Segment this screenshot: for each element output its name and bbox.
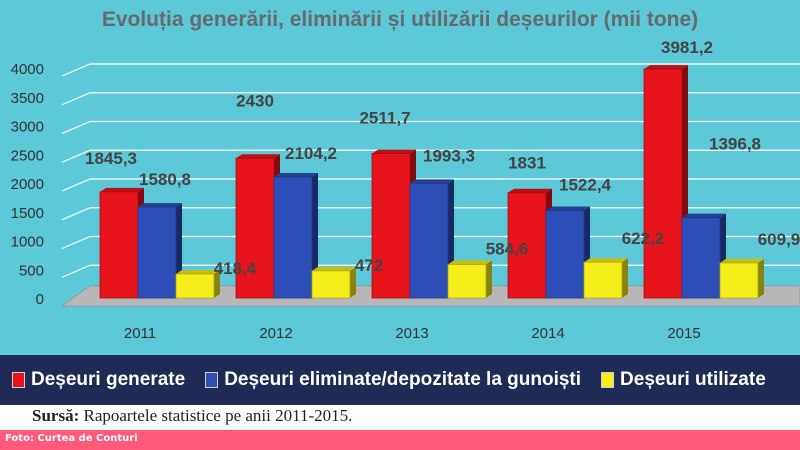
gridline bbox=[61, 264, 91, 278]
bar-top bbox=[508, 188, 552, 193]
bar-top bbox=[312, 266, 356, 271]
bar-top bbox=[546, 206, 590, 211]
chart-title: Evoluția generării, eliminării și utiliz… bbox=[102, 8, 698, 31]
data-label: 609,9 bbox=[758, 230, 800, 249]
legend-swatch bbox=[601, 372, 615, 388]
y-tick-label: 4000 bbox=[11, 61, 44, 78]
data-label: 3981,2 bbox=[661, 38, 713, 57]
source-note: Sursă: Rapoartele statistice pe anii 201… bbox=[32, 406, 352, 426]
legend: Deșeuri generate Deșeuri eliminate/depozi… bbox=[0, 355, 800, 405]
bar-2013-series-3 bbox=[447, 263, 487, 299]
bar-2015-series-3 bbox=[719, 262, 759, 299]
bar-2012-series-3 bbox=[311, 270, 351, 299]
bar-top bbox=[236, 154, 280, 159]
legend-label: Deșeuri generate bbox=[31, 369, 186, 390]
bar-top bbox=[720, 258, 764, 263]
bar-2014-series-3 bbox=[583, 261, 623, 299]
y-tick-label: 1000 bbox=[11, 234, 44, 251]
y-tick-label: 1500 bbox=[11, 205, 44, 222]
gridline bbox=[61, 63, 91, 77]
bar-side bbox=[622, 258, 628, 298]
bar-top bbox=[584, 258, 628, 263]
bar-2011-series-1 bbox=[99, 191, 139, 299]
source-text: Rapoartele statistice pe anii 2011-2015. bbox=[83, 406, 353, 425]
legend-item: Deșeuri eliminate/depozitate la gunoiști bbox=[205, 369, 581, 391]
bar-top bbox=[410, 179, 454, 184]
x-tick-label: 2015 bbox=[667, 325, 700, 342]
data-label: 2511,7 bbox=[359, 109, 410, 128]
data-label: 1831 bbox=[508, 154, 546, 173]
legend-item: Deșeuri generate bbox=[12, 369, 185, 391]
bar-top bbox=[100, 187, 144, 192]
data-label: 622,2 bbox=[622, 229, 665, 248]
bar-2015-series-2 bbox=[681, 217, 721, 299]
data-label: 2430 bbox=[236, 91, 274, 110]
bar-2014-series-2 bbox=[545, 210, 585, 299]
data-label: 2104,2 bbox=[285, 144, 337, 163]
gridline bbox=[61, 92, 91, 106]
gridline bbox=[61, 178, 91, 192]
legend-swatch bbox=[12, 372, 25, 388]
bar-side bbox=[350, 266, 356, 298]
x-tick-label: 2011 bbox=[124, 325, 156, 342]
bar-side bbox=[312, 173, 318, 298]
legend-swatch bbox=[205, 372, 219, 388]
bar-2011-series-3 bbox=[175, 273, 215, 299]
bar-top bbox=[448, 260, 492, 265]
bar-side bbox=[758, 258, 764, 298]
data-label: 418,4 bbox=[214, 259, 257, 278]
bar-2013-series-1 bbox=[371, 153, 411, 299]
legend-label: Deșeuri utilizate bbox=[620, 369, 766, 390]
data-label: 1522,4 bbox=[559, 175, 612, 194]
bar-side bbox=[214, 269, 220, 298]
x-tick-label: 2014 bbox=[531, 325, 564, 342]
bar-2012-series-2 bbox=[273, 176, 313, 299]
bar-top bbox=[644, 65, 688, 70]
legend-label: Deșeuri eliminate/depozitate la gunoiști bbox=[224, 369, 582, 390]
x-tick-label: 2012 bbox=[259, 325, 292, 342]
data-label: 584,6 bbox=[486, 239, 529, 258]
bar-2012-series-1 bbox=[235, 157, 275, 299]
legend-item: Deșeuri utilizate bbox=[601, 369, 766, 391]
gridline bbox=[61, 149, 91, 163]
bar-side bbox=[486, 260, 492, 298]
x-tick-label: 2013 bbox=[395, 325, 428, 342]
y-tick-label: 0 bbox=[36, 291, 44, 308]
y-tick-label: 2000 bbox=[11, 176, 44, 193]
y-tick-label: 3500 bbox=[11, 90, 44, 107]
y-tick-label: 2500 bbox=[11, 147, 44, 164]
bar-top bbox=[176, 269, 220, 274]
bar-2011-series-2 bbox=[137, 206, 177, 299]
data-label: 472 bbox=[355, 256, 383, 275]
bar-top bbox=[274, 173, 318, 178]
bar-top bbox=[372, 149, 416, 154]
data-label: 1580,8 bbox=[139, 170, 191, 189]
chart-area: Evoluția generării, eliminării și utiliz… bbox=[0, 0, 800, 355]
bar-top bbox=[138, 203, 182, 208]
data-label: 1396,8 bbox=[709, 135, 761, 154]
data-label: 1845,3 bbox=[85, 149, 137, 168]
data-label: 1993,3 bbox=[423, 146, 475, 165]
source-label: Sursă: bbox=[32, 406, 80, 425]
y-tick-label: 3000 bbox=[11, 119, 44, 136]
photo-credit-bar: Foto: Curtea de Conturi bbox=[0, 430, 800, 450]
bar-top bbox=[682, 213, 726, 218]
bar-chart: Evoluția generării, eliminării și utiliz… bbox=[11, 8, 800, 342]
gridline bbox=[61, 235, 91, 250]
gridline bbox=[61, 207, 91, 221]
photo-credit: Foto: Curtea de Conturi bbox=[5, 433, 138, 444]
bar-2015-series-1 bbox=[643, 68, 683, 299]
y-tick-label: 500 bbox=[19, 262, 44, 279]
bar-2013-series-2 bbox=[409, 182, 449, 299]
bar-2014-series-1 bbox=[507, 192, 547, 299]
gridline bbox=[61, 120, 91, 135]
